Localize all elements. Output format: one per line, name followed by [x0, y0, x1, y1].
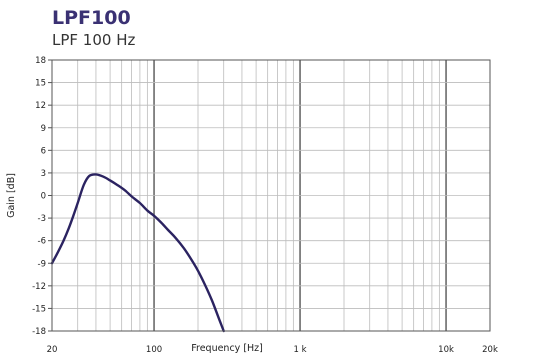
y-tick-label: 6	[41, 146, 46, 156]
x-tick-label: 10k	[438, 345, 454, 355]
y-tick-label: 9	[41, 124, 46, 134]
x-tick-label: 20k	[482, 345, 498, 355]
chart-subtitle: LPF 100 Hz	[52, 31, 135, 49]
y-tick-label: -6	[38, 237, 46, 247]
x-tick-label: 100	[146, 345, 162, 355]
y-tick-label: -18	[32, 327, 46, 337]
y-tick-label: -9	[38, 259, 46, 269]
x-axis-ticks: 20 100 1 k 10k 20k	[47, 345, 498, 355]
y-tick-label: 15	[35, 79, 46, 89]
y-tick-label: 18	[35, 56, 46, 66]
y-tick-label: 12	[35, 101, 46, 111]
y-tick-label: -15	[32, 304, 46, 314]
plot-frame	[51, 59, 491, 332]
y-tick-label: -12	[32, 282, 46, 292]
grid	[51, 59, 491, 332]
series-line	[50, 173, 225, 333]
y-tick-label: 3	[41, 169, 46, 179]
chart-title: LPF100	[52, 7, 131, 29]
x-tick-label: 1 k	[294, 345, 307, 355]
y-axis-ticks: 18 15 12 9 6 3 0 -3 -6 -9 -12 -15 -18	[32, 56, 52, 337]
y-tick-label: -3	[38, 214, 46, 224]
y-tick-label: 0	[41, 192, 46, 202]
x-tick-label: 20	[47, 345, 58, 355]
x-axis-label: Frequency [Hz]	[191, 343, 263, 354]
y-axis-label: Gain [dB]	[6, 173, 17, 218]
